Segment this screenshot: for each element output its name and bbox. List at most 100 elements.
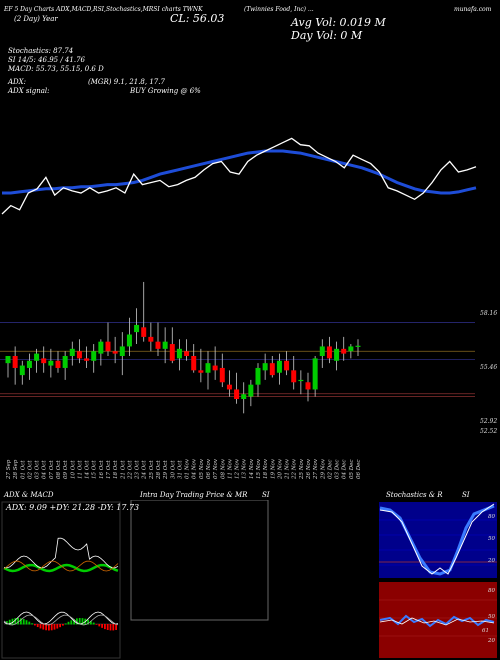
date-label: 08 Nov (220, 458, 226, 479)
date-label: 02 Oct (27, 460, 33, 479)
macd-histogram-bar (59, 624, 61, 628)
date-label: 08 Oct (56, 460, 62, 479)
mrsi-line (379, 617, 495, 626)
candle-body (334, 348, 340, 361)
intraday-panel-frame (130, 500, 269, 621)
adx-signal-value: BUY Growing @ 6% (130, 87, 201, 95)
macd-histogram-bar (48, 624, 50, 631)
macd-histogram-bar (39, 624, 42, 629)
candle-body (276, 360, 282, 373)
date-label: 07 Nov (213, 458, 219, 479)
header-url: munafa.com (454, 6, 492, 13)
candle-body (255, 367, 261, 385)
date-label: 20 Nov (277, 458, 283, 480)
candle-body (226, 384, 232, 390)
macd-histogram-bar (53, 624, 56, 630)
stoch-panel-bg (379, 502, 497, 578)
macd-line (3, 611, 119, 625)
rsi-line (379, 614, 495, 628)
macd-histogram-bar (42, 624, 45, 630)
date-label: 14 Oct (85, 460, 91, 479)
macd-histogram-bar (90, 620, 92, 625)
stoch-axis-label: 80 (488, 514, 495, 520)
date-label: 01 Oct (20, 460, 26, 479)
macd-histogram-bar (95, 624, 98, 625)
macd-histogram-bar (76, 618, 78, 625)
macd-histogram-bar (20, 618, 22, 625)
candle-body (12, 356, 18, 368)
header-line2-left: (2 Day) Year (14, 15, 58, 23)
candle-body (205, 363, 211, 373)
macd-readout: MACD: 55.73, 55.15, 0.6 D (8, 65, 104, 73)
candle-body (34, 353, 40, 361)
candle-body (341, 348, 347, 354)
si-readout: SI 14/5: 46.95 / 41.76 (8, 56, 85, 64)
candle-body (319, 346, 325, 356)
adx-signal-label: ADX signal: (8, 87, 50, 95)
macd-signal-line (3, 614, 119, 626)
day-volume: Day Vol: 0 M (291, 29, 363, 42)
date-label: 23 Oct (135, 460, 141, 480)
close-price: CL: 56.03 (170, 12, 225, 25)
stoch-rsi-title: Stochastics & R (386, 491, 443, 499)
candle-body (169, 344, 175, 361)
candle-body (119, 346, 125, 356)
candle-body (155, 341, 161, 349)
candle-body (112, 351, 118, 354)
candle-body (269, 363, 275, 376)
date-label: 18 Nov (263, 458, 269, 479)
macd-histogram-bar (81, 618, 84, 625)
macd-histogram-bar (22, 619, 25, 625)
macd-histogram-bar (50, 624, 53, 631)
macd-histogram-bar (109, 624, 112, 631)
adx-label: ADX: (8, 78, 27, 86)
date-label: 19 Nov (270, 458, 276, 479)
price-label: 58.16 (480, 310, 497, 317)
date-label: 04 Oct (42, 460, 48, 479)
date-label: 26 Nov (306, 458, 312, 480)
date-label: 15 Oct (92, 460, 98, 479)
candle-body (348, 346, 354, 352)
candle-body (41, 358, 47, 364)
macd-histogram-bar (36, 624, 39, 628)
candle-body (198, 370, 204, 373)
date-label: 11 Nov (227, 458, 233, 479)
candle-body (76, 351, 82, 359)
date-label: 22 Oct (127, 460, 133, 480)
price-label: 52.92 (480, 418, 497, 425)
candle-body (126, 334, 132, 347)
date-label: 01 Nov (185, 458, 191, 479)
macd-histogram-bar (98, 624, 101, 627)
header-line1-right: (Twinnies Food, Inc) ... (244, 6, 314, 13)
date-label: 09 Oct (63, 460, 69, 479)
macd-histogram-bar (11, 618, 14, 625)
macd-histogram-bar (64, 623, 67, 625)
rsi-value-label: 61 (482, 628, 489, 634)
candle-body (48, 360, 54, 366)
date-label: 10 Oct (70, 460, 76, 479)
macd-histogram-bar (73, 619, 75, 625)
date-label: 24 Oct (142, 460, 148, 480)
date-label: 27 Nov (313, 458, 319, 480)
date-label: 06 Dec (356, 460, 362, 480)
macd-histogram-bar (112, 624, 115, 631)
date-label: 11 Oct (77, 460, 83, 479)
date-label: 04 Nov (192, 458, 198, 479)
macd-histogram-bar (17, 618, 19, 625)
macd-histogram-bar (101, 624, 103, 628)
macd-histogram-bar (28, 621, 31, 625)
date-label: 03 Dec (335, 460, 341, 480)
candle-body (98, 341, 104, 354)
candle-body (184, 351, 190, 356)
macd-histogram-bar (45, 624, 47, 631)
intraday-si: SI (262, 491, 270, 499)
adx-macd-title: ADX & MACD (4, 491, 54, 499)
plus-di-line (3, 537, 119, 569)
stochastics-readout: Stochastics: 87.74 (8, 47, 74, 55)
date-label: 06 Nov (206, 458, 212, 479)
header-line1-left: EF 5 Day Charts ADX,MACD,RSI,Stochastics… (4, 6, 203, 13)
macd-histogram-bar (25, 620, 28, 625)
date-label: 22 Nov (292, 458, 298, 480)
candle-body (19, 365, 25, 376)
